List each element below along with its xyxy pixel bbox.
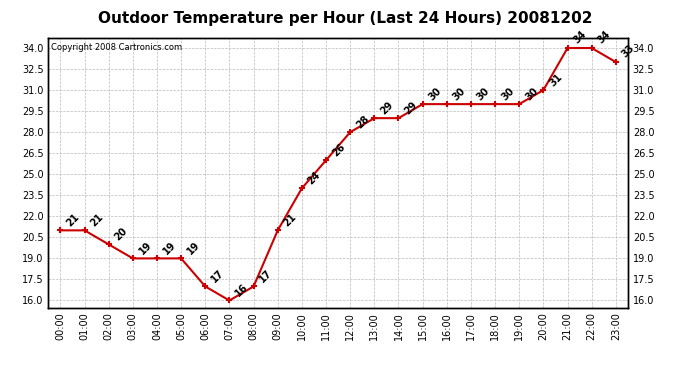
- Text: 24: 24: [306, 170, 323, 186]
- Text: 28: 28: [355, 113, 371, 130]
- Text: 31: 31: [548, 71, 564, 88]
- Text: 30: 30: [451, 86, 468, 102]
- Text: 20: 20: [113, 226, 130, 242]
- Text: Copyright 2008 Cartronics.com: Copyright 2008 Cartronics.com: [51, 43, 182, 52]
- Text: 21: 21: [89, 211, 106, 228]
- Text: 30: 30: [524, 86, 540, 102]
- Text: 21: 21: [65, 211, 81, 228]
- Text: 34: 34: [572, 29, 589, 46]
- Text: 19: 19: [161, 240, 178, 256]
- Text: 29: 29: [403, 99, 420, 116]
- Text: 30: 30: [427, 86, 444, 102]
- Text: 17: 17: [210, 268, 226, 284]
- Text: 33: 33: [620, 43, 637, 60]
- Text: 30: 30: [500, 86, 516, 102]
- Text: 17: 17: [258, 268, 275, 284]
- Text: 30: 30: [475, 86, 492, 102]
- Text: 21: 21: [282, 211, 299, 228]
- Text: 34: 34: [596, 29, 613, 46]
- Text: 19: 19: [186, 240, 202, 256]
- Text: 16: 16: [234, 282, 250, 298]
- Text: Outdoor Temperature per Hour (Last 24 Hours) 20081202: Outdoor Temperature per Hour (Last 24 Ho…: [98, 11, 592, 26]
- Text: 29: 29: [379, 99, 395, 116]
- Text: 26: 26: [331, 141, 347, 158]
- Text: 19: 19: [137, 240, 154, 256]
